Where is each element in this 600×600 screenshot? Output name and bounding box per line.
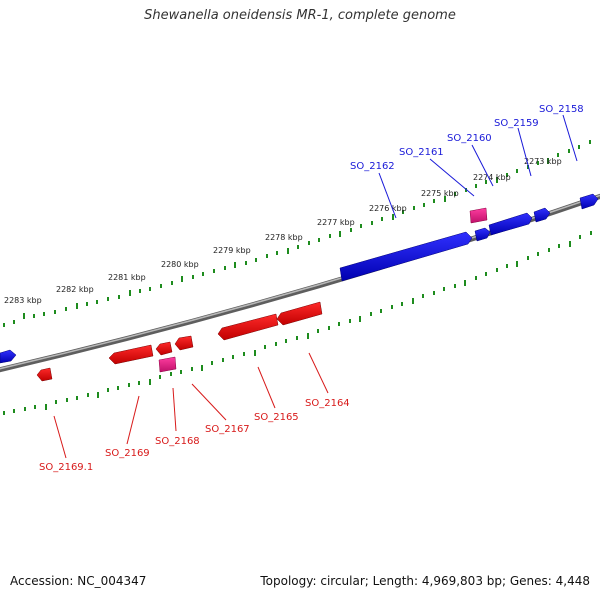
scale-label: 2274 kbp: [473, 173, 511, 182]
gene-label[interactable]: SO_2168: [155, 436, 200, 447]
pseudo-gene[interactable]: [469, 207, 488, 224]
scale-label: 2275 kbp: [421, 189, 459, 198]
reverse-gene[interactable]: [174, 335, 194, 351]
scale-label: 2278 kbp: [265, 233, 303, 242]
scale-labels: 2283 kbp 2282 kbp 2281 kbp 2280 kbp 2279…: [4, 157, 562, 305]
outer-tick-track: [3, 140, 591, 327]
scale-label: 2279 kbp: [213, 246, 251, 255]
reverse-gene[interactable]: [276, 301, 323, 326]
forward-gene[interactable]: [474, 227, 491, 242]
gene-label[interactable]: SO_2161: [399, 147, 444, 158]
forward-gene[interactable]: [533, 207, 551, 223]
gene-label[interactable]: SO_2169.1: [39, 462, 93, 473]
gene-label[interactable]: SO_2162: [350, 161, 395, 172]
scale-label: 2282 kbp: [56, 285, 94, 294]
reverse-gene-labels: [53, 352, 329, 459]
forward-gene[interactable]: [488, 212, 533, 236]
genome-summary: Topology: circular; Length: 4,969,803 bp…: [260, 574, 590, 588]
accession-label: Accession: NC_004347: [10, 574, 147, 588]
gene-label[interactable]: SO_2164: [305, 398, 350, 409]
scale-label: 2281 kbp: [108, 273, 146, 282]
forward-gene-labels: [378, 114, 578, 219]
forward-gene[interactable]: [579, 193, 599, 210]
inner-tick-track: [3, 231, 592, 415]
reverse-gene-track: [36, 301, 323, 382]
pseudo-gene[interactable]: [158, 356, 177, 373]
reverse-gene[interactable]: [36, 367, 53, 382]
forward-gene[interactable]: [0, 349, 17, 364]
gene-label[interactable]: SO_2167: [205, 424, 250, 435]
forward-gene-label-text: SO_2162 SO_2161 SO_2160 SO_2159 SO_2158: [350, 104, 584, 172]
reverse-gene[interactable]: [155, 341, 173, 356]
gene-label[interactable]: SO_2165: [254, 412, 299, 423]
reverse-gene[interactable]: [217, 313, 279, 341]
genome-title: Shewanella oneidensis MR-1, complete gen…: [144, 8, 456, 23]
forward-gene[interactable]: [339, 231, 473, 282]
scale-label: 2277 kbp: [317, 218, 355, 227]
scale-label: 2280 kbp: [161, 260, 199, 269]
scale-label: 2276 kbp: [369, 204, 407, 213]
scale-label: 2273 kbp: [524, 157, 562, 166]
gene-label[interactable]: SO_2169: [105, 448, 150, 459]
reverse-gene[interactable]: [108, 344, 154, 365]
gene-label[interactable]: SO_2160: [447, 133, 492, 144]
reverse-gene-label-text: SO_2169.1 SO_2169 SO_2168 SO_2167 SO_216…: [39, 398, 350, 473]
scale-label: 2283 kbp: [4, 296, 42, 305]
gene-label[interactable]: SO_2158: [539, 104, 584, 115]
forward-gene-track: [0, 193, 599, 364]
gene-label[interactable]: SO_2159: [494, 118, 539, 129]
